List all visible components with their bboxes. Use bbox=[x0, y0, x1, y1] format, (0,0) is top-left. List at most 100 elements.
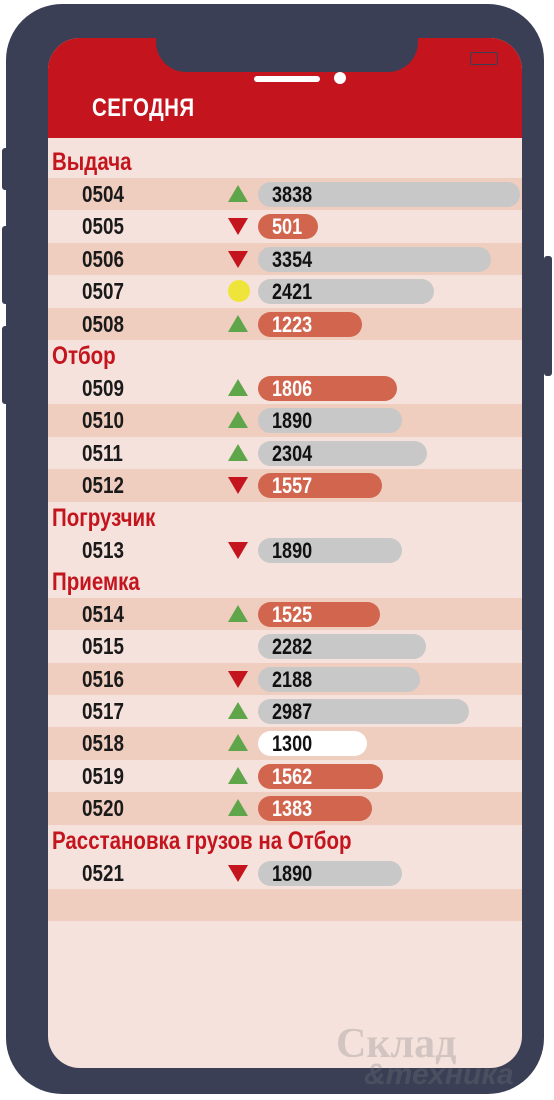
value-label: 2987 bbox=[272, 699, 313, 725]
battery-icon bbox=[470, 52, 498, 65]
item-code: 0504 bbox=[82, 181, 124, 207]
value-bar: 3838 bbox=[258, 182, 520, 207]
item-code: 0515 bbox=[82, 633, 124, 660]
trend-neutral-icon bbox=[228, 280, 250, 303]
trend-down-icon bbox=[228, 863, 250, 883]
item-code: 0517 bbox=[82, 698, 124, 725]
trend-down-icon bbox=[228, 475, 250, 495]
phone-frame: СЕГОДНЯ Выдача 0504 3838 0505 501 0506 3354 050… bbox=[6, 4, 544, 1094]
empty-row bbox=[48, 921, 522, 953]
trend-down-icon bbox=[228, 249, 250, 269]
watermark-logo: Склад &техника bbox=[334, 1020, 544, 1092]
item-code: 0510 bbox=[82, 407, 124, 434]
list-item: 0513 1890 bbox=[48, 534, 522, 566]
section-header: Приемка bbox=[48, 566, 522, 598]
item-code: 0507 bbox=[82, 278, 124, 305]
item-code: 0519 bbox=[82, 762, 124, 789]
value-label: 1525 bbox=[272, 601, 313, 627]
value-bar: 2987 bbox=[258, 699, 469, 725]
value-bar: 1300 bbox=[258, 731, 367, 757]
phone-notch bbox=[156, 38, 418, 72]
section-header: Выдача bbox=[48, 146, 522, 178]
list-item: 0510 1890 bbox=[48, 404, 522, 437]
list-item: 0519 1562 bbox=[48, 760, 522, 792]
value-bar: 2282 bbox=[258, 634, 427, 660]
trend-up-icon bbox=[228, 604, 250, 624]
value-bar: 1383 bbox=[258, 796, 372, 822]
trend-up-icon bbox=[228, 184, 250, 204]
page-title: СЕГОДНЯ bbox=[92, 94, 195, 122]
trend-up-icon bbox=[228, 314, 250, 334]
item-code: 0514 bbox=[82, 600, 124, 627]
value-label: 3838 bbox=[272, 182, 313, 207]
value-bar: 1890 bbox=[258, 537, 403, 563]
list-item: 0515 2282 bbox=[48, 630, 522, 662]
list-item: 0521 1890 bbox=[48, 857, 522, 889]
watermark-line1: Склад bbox=[336, 1021, 457, 1067]
trend-down-icon bbox=[228, 216, 250, 236]
value-bar: 1223 bbox=[258, 311, 362, 337]
item-code: 0516 bbox=[82, 665, 124, 692]
value-label: 501 bbox=[272, 214, 303, 240]
value-bar: 1890 bbox=[258, 408, 403, 434]
item-code: 0521 bbox=[82, 859, 124, 886]
section-title: Расстановка грузов на Отбор bbox=[52, 826, 352, 855]
value-label: 3354 bbox=[272, 246, 313, 272]
item-code: 0513 bbox=[82, 536, 124, 563]
list-item: 0507 2421 bbox=[48, 275, 522, 307]
section-header: Расстановка грузов на Отбор bbox=[48, 825, 522, 857]
value-label: 1890 bbox=[272, 408, 313, 434]
section-title: Погрузчик bbox=[52, 503, 156, 532]
value-label: 1562 bbox=[272, 763, 313, 789]
phone-screen: СЕГОДНЯ Выдача 0504 3838 0505 501 0506 3354 050… bbox=[48, 38, 522, 1068]
stats-list: Выдача 0504 3838 0505 501 0506 3354 0507 2421 050… bbox=[48, 146, 522, 954]
item-code: 0512 bbox=[82, 472, 124, 499]
list-item: 0506 3354 bbox=[48, 242, 522, 276]
section-header: Отбор bbox=[48, 340, 522, 372]
value-label: 1806 bbox=[272, 375, 313, 401]
item-code: 0509 bbox=[82, 374, 124, 401]
list-item: 0511 2304 bbox=[48, 437, 522, 469]
trend-up-icon bbox=[228, 410, 250, 430]
trend-down-icon bbox=[228, 540, 250, 560]
value-label: 2421 bbox=[272, 279, 313, 305]
section-title: Выдача bbox=[52, 148, 132, 176]
trend-up-icon bbox=[228, 443, 250, 463]
watermark-line2: &техника bbox=[364, 1058, 514, 1091]
value-bar: 1562 bbox=[258, 763, 383, 789]
item-code: 0508 bbox=[82, 310, 124, 337]
value-label: 1890 bbox=[272, 537, 313, 563]
trend-up-icon bbox=[228, 701, 250, 721]
item-code: 0511 bbox=[82, 439, 123, 466]
camera-icon bbox=[334, 72, 346, 84]
empty-row bbox=[48, 889, 522, 922]
trend-down-icon bbox=[228, 669, 250, 689]
list-item: 0520 1383 bbox=[48, 792, 522, 825]
list-item: 0517 2987 bbox=[48, 695, 522, 727]
trend-up-icon bbox=[228, 733, 250, 753]
value-label: 1223 bbox=[272, 311, 313, 337]
value-label: 1557 bbox=[272, 473, 313, 499]
section-title: Отбор bbox=[52, 341, 116, 370]
value-label: 2282 bbox=[272, 634, 313, 660]
trend-up-icon bbox=[228, 378, 250, 398]
value-bar: 3354 bbox=[258, 246, 491, 272]
trend-up-icon bbox=[228, 798, 250, 818]
section-header: Погрузчик bbox=[48, 502, 522, 534]
value-bar: 2188 bbox=[258, 666, 421, 692]
value-bar: 1890 bbox=[258, 860, 403, 886]
list-item: 0504 3838 bbox=[48, 178, 522, 211]
value-label: 2304 bbox=[272, 440, 313, 466]
value-bar: 1806 bbox=[258, 375, 398, 401]
list-item: 0516 2188 bbox=[48, 662, 522, 696]
phone-side-button-right bbox=[544, 256, 552, 376]
value-label: 1890 bbox=[272, 860, 313, 886]
item-code: 0506 bbox=[82, 245, 124, 272]
value-label: 2188 bbox=[272, 666, 313, 692]
list-item: 0512 1557 bbox=[48, 469, 522, 502]
item-code: 0520 bbox=[82, 795, 124, 822]
value-label: 1383 bbox=[272, 796, 313, 822]
value-bar: 2421 bbox=[258, 279, 435, 305]
list-item: 0505 501 bbox=[48, 210, 522, 242]
value-label: 1300 bbox=[272, 731, 313, 757]
